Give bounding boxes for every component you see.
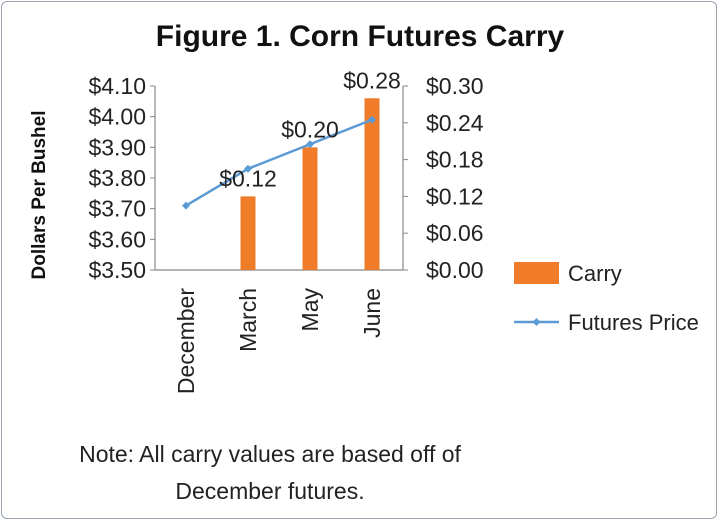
left-tick-label: $3.50: [88, 257, 146, 283]
futures-price-point: [306, 140, 314, 149]
x-tick-label: December: [173, 288, 199, 394]
carry-bar: [240, 196, 256, 270]
left-tick-label: $3.70: [88, 196, 146, 222]
futures-price-point: [368, 115, 376, 124]
left-axis-ticks: $3.50 $3.60 $3.70 $3.80 $3.90 $4.00 $4.10: [88, 73, 155, 283]
left-tick-label: $3.80: [88, 165, 146, 191]
x-axis-ticks: December March May June: [173, 288, 385, 395]
y-axis-label: Dollars Per Bushel: [29, 111, 50, 280]
legend-marker-futures: [532, 318, 541, 326]
legend-label-futures-price: Futures Price: [568, 310, 699, 335]
left-tick-label: $4.00: [88, 104, 146, 130]
carry-data-label: $0.20: [281, 116, 339, 142]
x-tick-label: June: [359, 288, 385, 338]
carry-bars: [240, 98, 380, 271]
right-tick-label: $0.06: [426, 220, 484, 246]
left-tick-label: $3.90: [88, 134, 146, 160]
legend-label-carry: Carry: [568, 261, 622, 286]
futures-price-point: [244, 164, 252, 173]
carry-data-label: $0.28: [343, 67, 401, 93]
futures-price-series: [182, 115, 376, 210]
carry-data-labels: $0.12$0.20$0.28: [219, 67, 401, 191]
x-tick-label: March: [235, 288, 261, 352]
note-line-1: Note: All carry values are based off of: [79, 441, 461, 467]
legend-swatch-carry: [514, 262, 559, 284]
right-tick-label: $0.24: [426, 110, 484, 136]
right-tick-label: $0.00: [426, 257, 484, 283]
futures-price-line: [185, 118, 373, 207]
right-tick-label: $0.30: [426, 73, 484, 99]
carry-data-label: $0.12: [219, 165, 277, 191]
right-tick-label: $0.18: [426, 147, 484, 173]
right-axis-ticks: $0.00 $0.06 $0.12 $0.18 $0.24 $0.30: [403, 73, 484, 283]
left-tick-label: $3.60: [88, 226, 146, 252]
carry-bar: [302, 147, 318, 270]
legend: Carry Futures Price: [514, 261, 699, 335]
futures-price-point: [182, 201, 190, 210]
right-tick-label: $0.12: [426, 183, 484, 209]
left-tick-label: $4.10: [88, 73, 146, 99]
chart-title: Figure 1. Corn Futures Carry: [156, 20, 565, 53]
x-tick-label: May: [297, 288, 323, 332]
carry-bar: [364, 98, 380, 271]
note-line-2: December futures.: [175, 478, 364, 504]
